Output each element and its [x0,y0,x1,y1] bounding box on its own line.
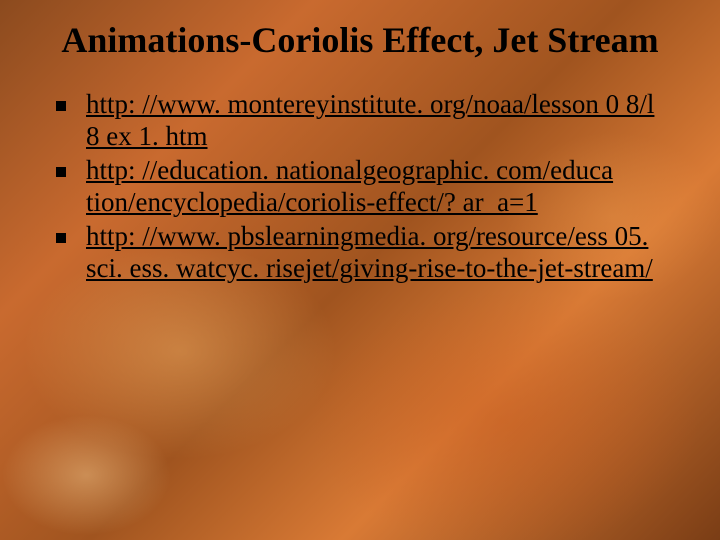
link-list: http: //www. montereyinstitute. org/noaa… [50,89,670,284]
list-item[interactable]: http: //www. pbslearningmedia. org/resou… [78,221,670,285]
slide-content: Animations-Coriolis Effect, Jet Stream h… [0,0,720,285]
slide-title: Animations-Coriolis Effect, Jet Stream [50,20,670,61]
slide: Animations-Coriolis Effect, Jet Stream h… [0,0,720,540]
list-item[interactable]: http: //education. nationalgeographic. c… [78,155,670,219]
list-item[interactable]: http: //www. montereyinstitute. org/noaa… [78,89,670,153]
